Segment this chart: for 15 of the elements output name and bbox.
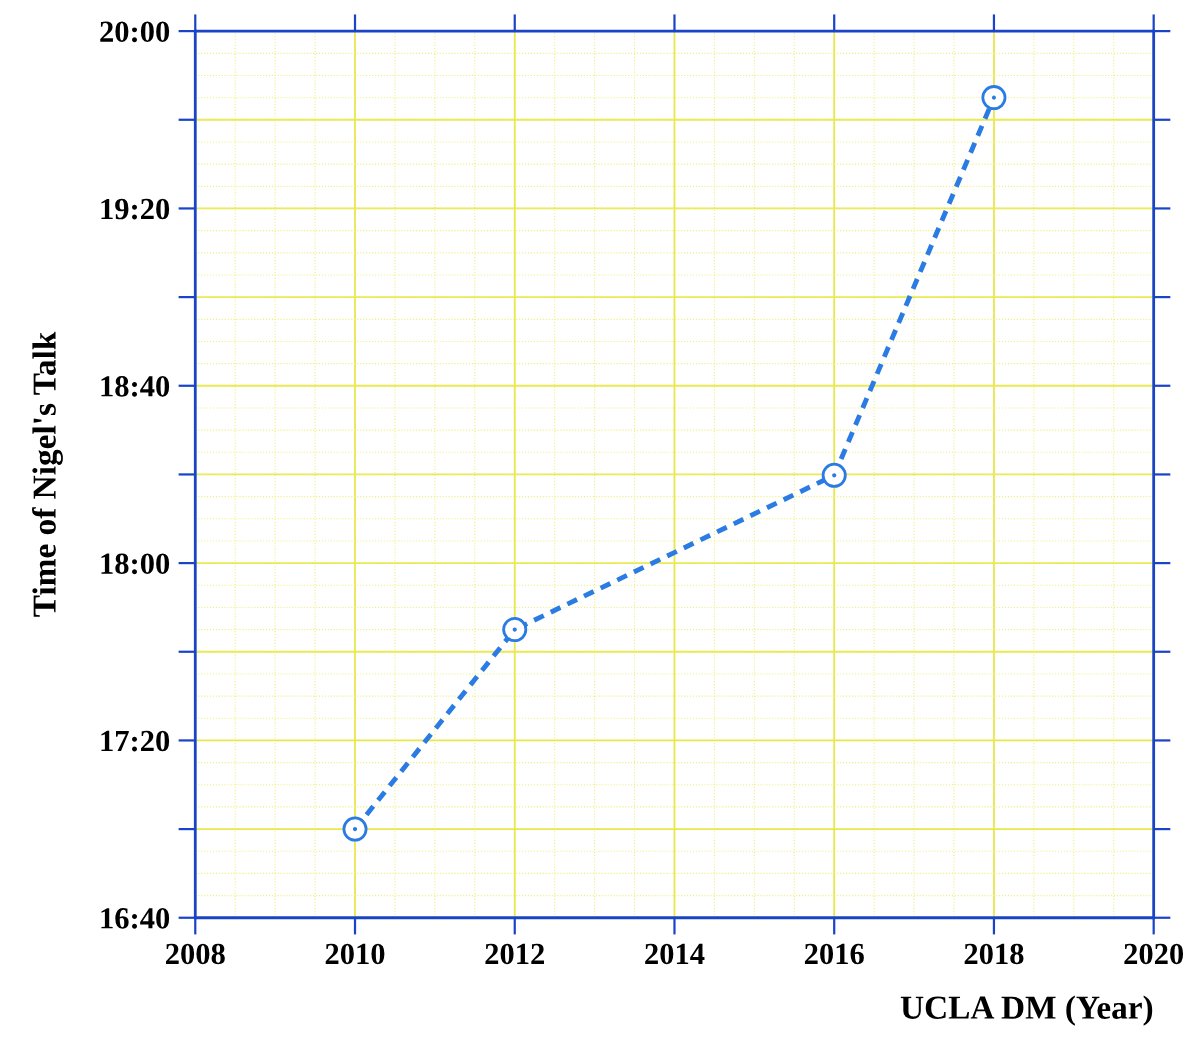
x-tick-label: 2016 (804, 943, 864, 965)
x-tick-label: 2014 (645, 943, 705, 965)
x-tick-label: 2012 (485, 943, 544, 965)
y-tick-label: 16:40 (101, 908, 170, 929)
y-tick-label: 17:20 (101, 730, 170, 752)
x-tick-label: 2018 (964, 943, 1024, 965)
y-tick-label: 18:40 (101, 376, 170, 397)
x-tick-label: 2010 (325, 943, 385, 965)
y-tick-label: 18:00 (101, 553, 170, 575)
y-tick-label: 20:00 (100, 21, 170, 43)
y-tick-label: 19:20 (101, 198, 170, 220)
x-tick-label: 2020 (1124, 943, 1184, 965)
x-tick-label: 2008 (166, 943, 225, 965)
y-axis-title: Time of Nigel's Talk (32, 331, 63, 617)
x-axis-title: UCLA DM (Year) (900, 995, 1153, 1026)
